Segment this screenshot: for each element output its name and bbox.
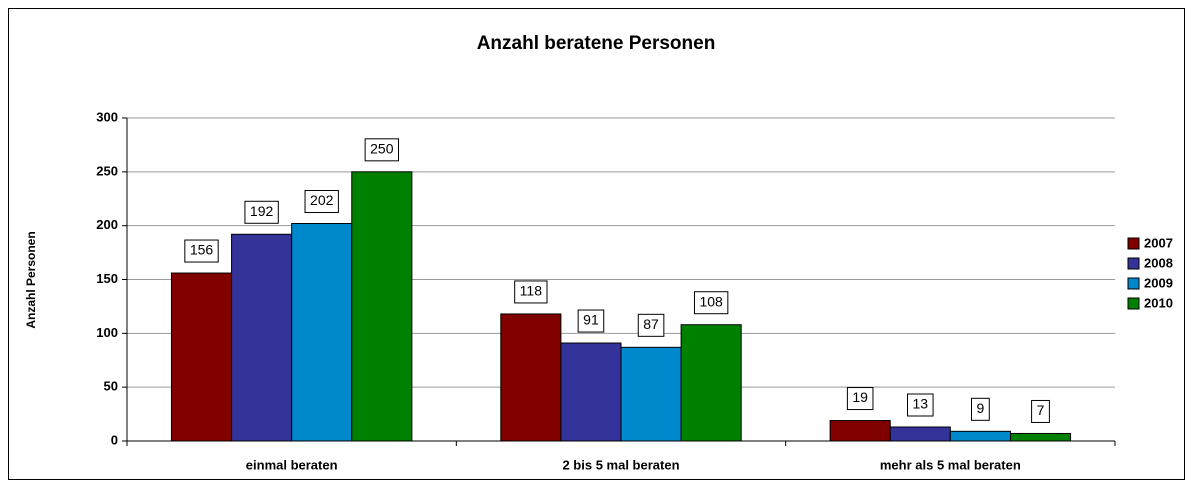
y-tick-label: 200 — [96, 217, 118, 232]
legend-label: 2007 — [1144, 235, 1173, 250]
y-axis-label: Anzahl Personen — [24, 231, 38, 328]
bar — [680, 324, 742, 442]
data-label: 118 — [520, 283, 543, 299]
y-tick-label: 150 — [96, 271, 118, 286]
bar — [170, 272, 233, 442]
legend-swatch — [1127, 277, 1140, 290]
data-label-box — [693, 291, 729, 315]
bar — [351, 171, 413, 442]
bar — [560, 342, 622, 442]
y-tick-label: 250 — [96, 163, 118, 178]
x-tick-label: einmal beraten — [246, 457, 338, 472]
chart-title: Anzahl beratene Personen — [477, 33, 716, 54]
data-label: 13 — [912, 396, 928, 412]
data-label-box — [970, 397, 990, 421]
bar — [231, 233, 293, 442]
y-tick-label: 0 — [111, 432, 118, 447]
data-label-box — [1031, 399, 1050, 423]
data-label-box — [577, 309, 605, 333]
data-label: 19 — [852, 389, 868, 405]
data-label-box — [846, 387, 874, 411]
bar — [889, 426, 951, 442]
legend-swatch — [1127, 257, 1140, 270]
legend-swatch — [1127, 237, 1140, 250]
data-label-box — [304, 190, 339, 214]
data-label: 9 — [976, 400, 984, 416]
data-label-box — [244, 200, 279, 224]
bar — [620, 346, 682, 442]
data-label: 87 — [643, 316, 659, 332]
bar — [949, 430, 1011, 442]
data-label: 202 — [310, 192, 334, 208]
data-label: 250 — [370, 141, 394, 157]
y-tick-label: 100 — [96, 325, 118, 340]
data-label-box — [514, 280, 548, 304]
legend-label: 2009 — [1144, 275, 1173, 290]
bar — [829, 420, 891, 442]
bar — [500, 313, 562, 442]
data-label: 7 — [1037, 402, 1045, 418]
bar — [291, 223, 353, 442]
y-tick-label: 50 — [104, 379, 118, 394]
legend-label: 2008 — [1144, 255, 1173, 270]
bar — [1009, 432, 1072, 442]
data-label: 91 — [583, 312, 599, 328]
data-label: 156 — [190, 242, 214, 258]
data-label: 192 — [250, 203, 274, 219]
x-tick-label: 2 bis 5 mal beraten — [562, 457, 679, 472]
x-tick-label: mehr als 5 mal beraten — [880, 457, 1021, 472]
data-label-box — [184, 239, 219, 263]
y-tick-label: 300 — [96, 109, 118, 124]
legend-swatch — [1127, 297, 1140, 310]
data-label-box — [364, 138, 400, 162]
legend-label: 2010 — [1144, 295, 1173, 310]
data-label-box — [637, 313, 665, 337]
data-label-box — [906, 393, 934, 417]
data-label: 108 — [699, 293, 723, 309]
